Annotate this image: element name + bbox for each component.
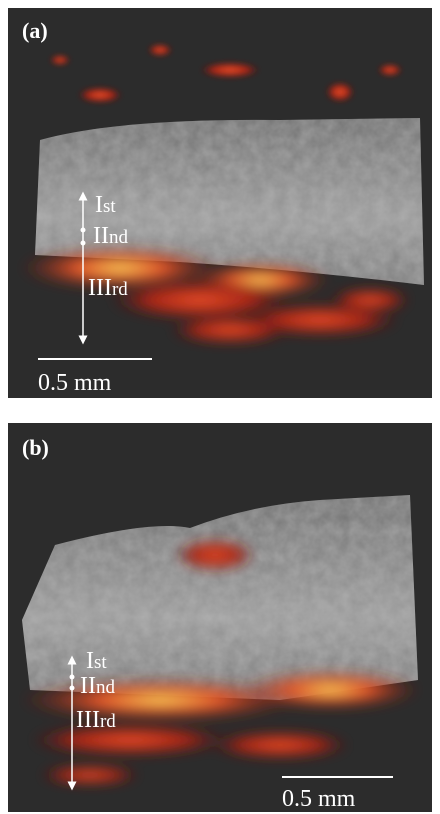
layer-numeral: III	[88, 275, 112, 301]
layer-suffix: st	[94, 652, 107, 673]
layer-boundary	[81, 241, 86, 246]
layer-boundary	[81, 228, 86, 233]
layer-suffix: nd	[96, 677, 116, 698]
layer-label: Ist	[95, 192, 116, 218]
layer-suffix: st	[103, 196, 116, 217]
layer-label: IInd	[80, 673, 115, 699]
layer-suffix: rd	[100, 711, 116, 732]
panel-label: (b)	[22, 435, 49, 460]
layer-numeral: II	[93, 223, 109, 249]
figure: (a) Ist IInd IIIrd 0.5 mm (b) Ist IInd I…	[0, 0, 440, 814]
panel-label: (a)	[22, 18, 48, 43]
layer-boundary	[70, 675, 75, 680]
layer-label: IIIrd	[76, 707, 116, 733]
panel-a: (a) Ist IInd IIIrd 0.5 mm	[8, 8, 432, 398]
layer-label: Ist	[86, 648, 107, 674]
layer-numeral: I	[86, 648, 94, 674]
scale-bar-label: 0.5 mm	[38, 370, 112, 396]
layer-numeral: III	[76, 707, 100, 733]
layer-boundary	[70, 686, 75, 691]
layer-numeral: II	[80, 673, 96, 699]
scale-bar-label: 0.5 mm	[282, 786, 356, 812]
layer-suffix: rd	[112, 279, 128, 300]
layer-label: IIIrd	[88, 275, 128, 301]
panel-b: (b) Ist IInd IIIrd 0.5 mm	[8, 423, 432, 812]
layer-label: IInd	[93, 223, 128, 249]
layer-numeral: I	[95, 192, 103, 218]
layer-suffix: nd	[109, 227, 129, 248]
